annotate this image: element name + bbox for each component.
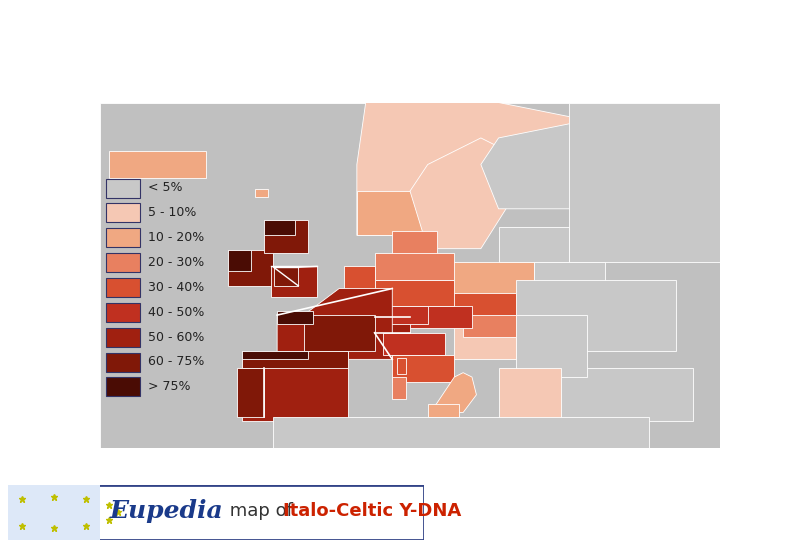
Polygon shape <box>264 220 308 253</box>
Polygon shape <box>498 227 570 262</box>
Polygon shape <box>255 189 268 197</box>
Polygon shape <box>463 311 516 337</box>
Polygon shape <box>271 267 317 298</box>
Polygon shape <box>242 350 308 359</box>
Text: < 5%: < 5% <box>148 181 182 195</box>
Polygon shape <box>242 350 348 421</box>
Text: 50 - 60%: 50 - 60% <box>148 331 204 343</box>
FancyBboxPatch shape <box>106 179 140 197</box>
Polygon shape <box>343 267 374 302</box>
Text: 10 - 20%: 10 - 20% <box>148 231 204 244</box>
Polygon shape <box>238 368 264 417</box>
Bar <box>8 485 99 540</box>
Polygon shape <box>516 315 587 377</box>
Polygon shape <box>229 250 273 286</box>
Polygon shape <box>432 373 477 413</box>
Text: Italo-Celtic Y-DNA: Italo-Celtic Y-DNA <box>282 502 461 520</box>
FancyBboxPatch shape <box>106 228 140 247</box>
Text: 40 - 50%: 40 - 50% <box>148 306 204 319</box>
Text: > 75%: > 75% <box>148 380 190 393</box>
Text: 30 - 40%: 30 - 40% <box>148 281 204 294</box>
Polygon shape <box>428 404 458 417</box>
Polygon shape <box>357 191 428 235</box>
Polygon shape <box>374 280 454 306</box>
Polygon shape <box>481 120 605 209</box>
Polygon shape <box>534 262 605 288</box>
Polygon shape <box>392 377 406 399</box>
Polygon shape <box>516 280 676 350</box>
Polygon shape <box>274 267 298 286</box>
Polygon shape <box>446 262 534 306</box>
Polygon shape <box>374 253 454 280</box>
Polygon shape <box>383 333 446 355</box>
FancyBboxPatch shape <box>106 253 140 272</box>
Polygon shape <box>428 293 516 315</box>
Polygon shape <box>570 102 720 262</box>
FancyBboxPatch shape <box>8 485 424 540</box>
Polygon shape <box>277 311 313 324</box>
Polygon shape <box>242 350 348 368</box>
Text: 5 - 10%: 5 - 10% <box>148 206 196 219</box>
Text: 20 - 30%: 20 - 30% <box>148 256 204 269</box>
Polygon shape <box>392 355 454 382</box>
Polygon shape <box>304 315 374 350</box>
FancyBboxPatch shape <box>106 203 140 222</box>
Polygon shape <box>406 306 472 329</box>
Polygon shape <box>229 250 250 271</box>
FancyBboxPatch shape <box>106 303 140 322</box>
Polygon shape <box>109 151 206 178</box>
FancyBboxPatch shape <box>106 278 140 297</box>
Polygon shape <box>374 306 428 324</box>
Polygon shape <box>100 102 720 448</box>
Polygon shape <box>552 368 694 421</box>
Polygon shape <box>454 324 516 359</box>
Polygon shape <box>410 138 534 249</box>
Polygon shape <box>273 417 649 448</box>
Polygon shape <box>525 423 556 432</box>
FancyBboxPatch shape <box>106 378 140 396</box>
Polygon shape <box>392 231 437 257</box>
Polygon shape <box>374 317 410 333</box>
FancyBboxPatch shape <box>106 353 140 372</box>
FancyBboxPatch shape <box>106 328 140 347</box>
Polygon shape <box>397 359 406 374</box>
Polygon shape <box>498 368 561 421</box>
Text: Eupedia: Eupedia <box>110 499 224 523</box>
Text: 60 - 75%: 60 - 75% <box>148 355 204 368</box>
Polygon shape <box>277 288 392 359</box>
Text: map of: map of <box>224 502 299 520</box>
Polygon shape <box>357 102 587 235</box>
Polygon shape <box>264 220 295 235</box>
